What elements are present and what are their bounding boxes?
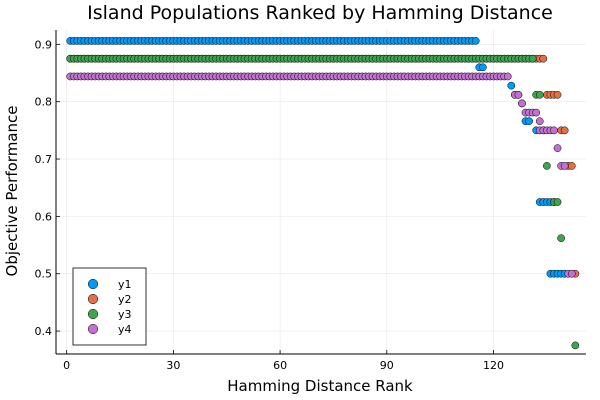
legend-marker-y3 [87, 308, 99, 320]
y-axis-label: Objective Performance [3, 106, 21, 277]
x-tick-label: 90 [380, 359, 394, 372]
legend-marker-y4 [87, 323, 99, 335]
point-y2 [553, 90, 562, 99]
x-axis-label: Hamming Distance Rank [227, 377, 413, 395]
point-y4 [514, 90, 523, 99]
point-y4 [518, 99, 526, 108]
x-tick-label: 60 [273, 359, 287, 372]
point-y3 [557, 234, 565, 243]
point-y1 [478, 63, 487, 72]
point-y1 [471, 37, 480, 45]
point-y1 [507, 81, 516, 90]
axes [55, 30, 586, 355]
y-tick-label: 0.6 [35, 210, 53, 223]
point-y4 [532, 108, 541, 117]
legend-label-y3: y3 [118, 308, 132, 321]
y-tick-label: 0.8 [35, 96, 53, 109]
point-y4 [535, 117, 544, 126]
point-y4 [567, 269, 576, 278]
y-tick-label: 0.5 [35, 268, 53, 281]
point-y4 [560, 162, 569, 170]
legend-label-y1: y1 [118, 278, 132, 291]
point-y3 [528, 54, 537, 63]
series-y4 [66, 72, 576, 278]
y-tick-label: 0.9 [35, 38, 53, 51]
legend-marker-y2 [87, 293, 99, 305]
point-y3 [535, 90, 544, 99]
legend-box [72, 267, 147, 346]
point-y4 [550, 126, 558, 135]
point-y2 [539, 54, 548, 63]
chart-title: Island Populations Ranked by Hamming Dis… [87, 2, 553, 24]
y-tick-label: 0.7 [35, 153, 53, 166]
y-tick-label: 0.4 [35, 325, 53, 338]
legend: y1 y2 y3 y4 [72, 267, 147, 346]
series-y2 [66, 54, 580, 278]
point-y3 [553, 198, 562, 206]
point-y3 [571, 341, 580, 350]
legend-label-y4: y4 [118, 323, 132, 336]
x-axis-ticks: 0 30 60 90 120 [63, 350, 504, 372]
point-y4 [553, 144, 562, 152]
point-y1 [525, 117, 533, 126]
series-y1 [66, 37, 569, 278]
point-y2 [567, 162, 576, 170]
legend-label-y2: y2 [118, 293, 132, 306]
plot-points [66, 37, 580, 350]
x-tick-label: 30 [166, 359, 180, 372]
x-tick-label: 0 [63, 359, 70, 372]
point-y3 [543, 162, 551, 170]
legend-marker-y1 [87, 278, 99, 290]
y-axis-ticks: 0.4 0.5 0.6 0.7 0.8 0.9 [35, 38, 60, 338]
point-y2 [560, 126, 569, 135]
x-tick-label: 120 [483, 359, 504, 372]
point-y4 [503, 72, 512, 81]
